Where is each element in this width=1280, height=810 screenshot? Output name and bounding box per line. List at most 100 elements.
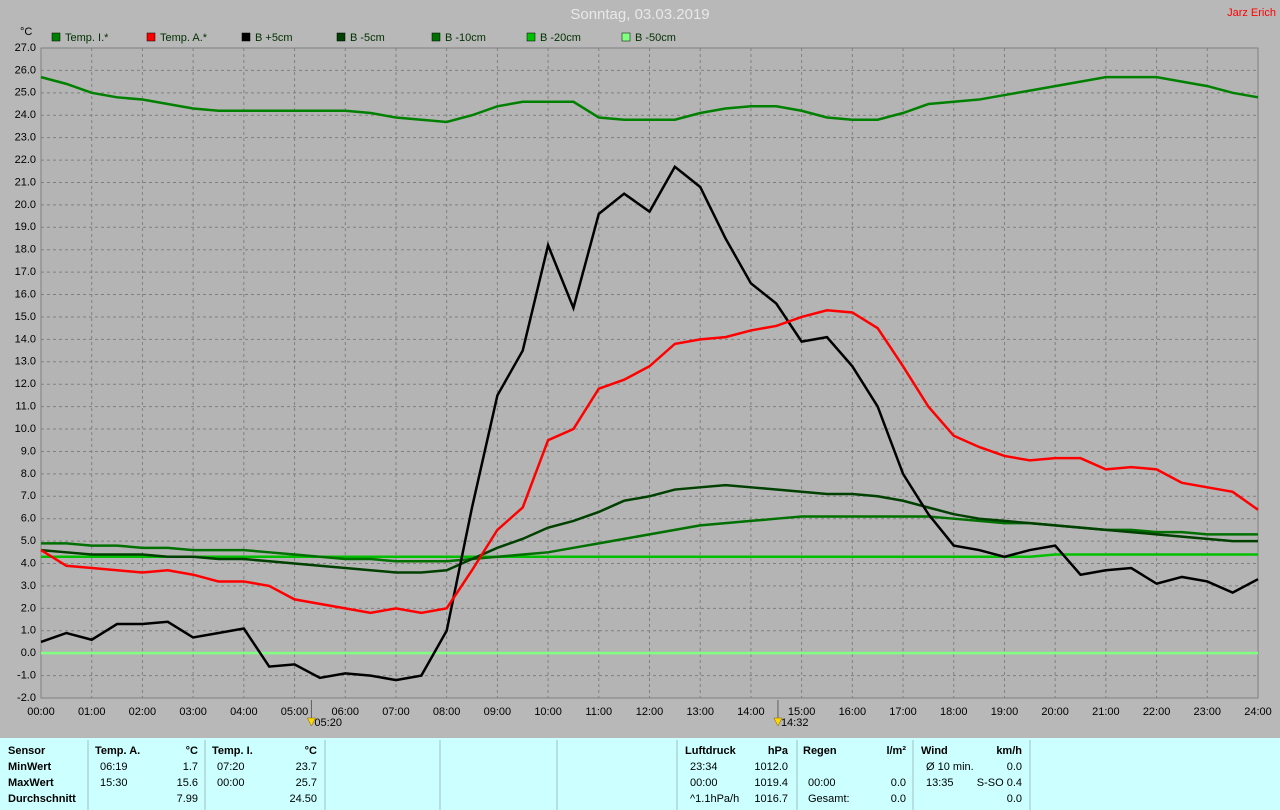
series-line: [40, 75, 1259, 124]
sun-icon: [773, 717, 783, 727]
x-tick-label: 16:00: [839, 706, 867, 718]
legend-label: Temp. I.*: [65, 32, 109, 44]
y-tick-label: 9.0: [21, 445, 36, 457]
sensor-row: MinWert: [8, 761, 52, 773]
legend-label: B -20cm: [540, 32, 581, 44]
y-tick-label: 18.0: [15, 244, 36, 256]
block-unit: °C: [305, 745, 317, 757]
y-tick-label: -1.0: [17, 669, 36, 681]
x-tick-label: 24:00: [1244, 706, 1272, 718]
author: Jarz Erich: [1227, 7, 1276, 19]
legend-label: B -5cm: [350, 32, 385, 44]
legend-swatch: [526, 32, 536, 42]
block-header: Regen: [803, 745, 837, 757]
y-tick-label: 20.0: [15, 199, 36, 211]
x-tick-label: 01:00: [78, 706, 106, 718]
x-tick-label: 12:00: [636, 706, 664, 718]
x-tick-label: 15:00: [788, 706, 816, 718]
y-tick-label: 21.0: [15, 176, 36, 188]
block-header: Wind: [921, 745, 948, 757]
cell-time: 07:20: [217, 761, 245, 773]
y-tick-label: 16.0: [15, 288, 36, 300]
sensor-row: Durchschnitt: [8, 793, 76, 805]
x-tick-label: 06:00: [331, 706, 359, 718]
x-tick-label: 17:00: [889, 706, 917, 718]
annotation-label: 05:20: [314, 717, 342, 729]
series-line: [41, 553, 1258, 559]
y-tick-label: 26.0: [15, 64, 36, 76]
x-tick-label: 18:00: [940, 706, 968, 718]
series-line: [40, 308, 1259, 615]
x-tick-label: 02:00: [129, 706, 157, 718]
y-tick-label: 25.0: [15, 87, 36, 99]
sensor-row: MaxWert: [8, 777, 54, 789]
legend-swatch: [431, 32, 441, 42]
cell-time: 23:34: [690, 761, 718, 773]
annotation-label: 14:32: [781, 717, 809, 729]
series-line: [40, 164, 1259, 682]
cell-time: Gesamt:: [808, 793, 850, 805]
x-tick-label: 10:00: [534, 706, 562, 718]
legend-swatch: [336, 32, 346, 42]
x-tick-label: 07:00: [382, 706, 410, 718]
y-tick-label: 6.0: [21, 513, 36, 525]
block-header: Luftdruck: [685, 745, 737, 757]
cell-value: 7.99: [177, 793, 198, 805]
legend-label: Temp. A.*: [160, 32, 208, 44]
legend-label: B +5cm: [255, 32, 293, 44]
stats-panel: [0, 738, 1280, 810]
x-tick-label: 11:00: [585, 706, 612, 718]
block-unit: °C: [186, 745, 198, 757]
y-tick-label: 14.0: [15, 333, 36, 345]
y-tick-label: 19.0: [15, 221, 36, 233]
series-line: [40, 483, 1258, 574]
cell-time: 15:30: [100, 777, 128, 789]
sensor-header: Sensor: [8, 745, 46, 757]
cell-time: Ø 10 min.: [926, 761, 974, 773]
x-tick-label: 04:00: [230, 706, 258, 718]
cell-time: 06:19: [100, 761, 128, 773]
x-tick-label: 13:00: [686, 706, 714, 718]
cell-time: ^1.1hPa/h: [690, 793, 739, 805]
y-tick-label: 2.0: [21, 602, 36, 614]
y-tick-label: -2.0: [17, 692, 36, 704]
cell-value: 1012.0: [754, 761, 788, 773]
y-tick-label: 23.0: [15, 132, 36, 144]
x-tick-label: 23:00: [1194, 706, 1222, 718]
y-tick-label: 0.0: [21, 647, 36, 659]
cell-value: 0.0: [1007, 761, 1022, 773]
chart-title: Sonntag, 03.03.2019: [570, 6, 709, 23]
cell-time: 13:35: [926, 777, 954, 789]
y-axis-label: °C: [20, 26, 32, 38]
cell-value: 24.50: [289, 793, 317, 805]
x-tick-label: 05:00: [281, 706, 309, 718]
block-unit: l/m²: [886, 745, 906, 757]
sun-icon: [307, 717, 316, 727]
cell-value: 1019.4: [754, 777, 788, 789]
x-tick-label: 19:00: [991, 706, 1019, 718]
cell-time: 00:00: [217, 777, 245, 789]
cell-value: 1.7: [183, 761, 198, 773]
block-unit: hPa: [768, 745, 789, 757]
cell-value: 15.6: [177, 777, 198, 789]
legend-label: B -50cm: [635, 32, 676, 44]
x-tick-label: 22:00: [1143, 706, 1171, 718]
y-tick-label: 11.0: [15, 401, 36, 413]
legend-swatch: [146, 32, 156, 42]
y-tick-label: 13.0: [15, 356, 36, 368]
cell-value: S-SO 0.4: [977, 777, 1022, 789]
y-tick-label: 5.0: [21, 535, 36, 547]
y-tick-label: 3.0: [21, 580, 36, 592]
cell-value: 1016.7: [754, 793, 788, 805]
y-tick-label: 17.0: [15, 266, 36, 278]
block-header: Temp. I.: [212, 745, 253, 757]
legend-label: B -10cm: [445, 32, 486, 44]
x-tick-label: 03:00: [179, 706, 207, 718]
cell-time: 00:00: [690, 777, 718, 789]
y-tick-label: 8.0: [21, 468, 36, 480]
y-tick-label: 10.0: [15, 423, 36, 435]
x-tick-label: 09:00: [484, 706, 512, 718]
x-tick-label: 21:00: [1092, 706, 1120, 718]
